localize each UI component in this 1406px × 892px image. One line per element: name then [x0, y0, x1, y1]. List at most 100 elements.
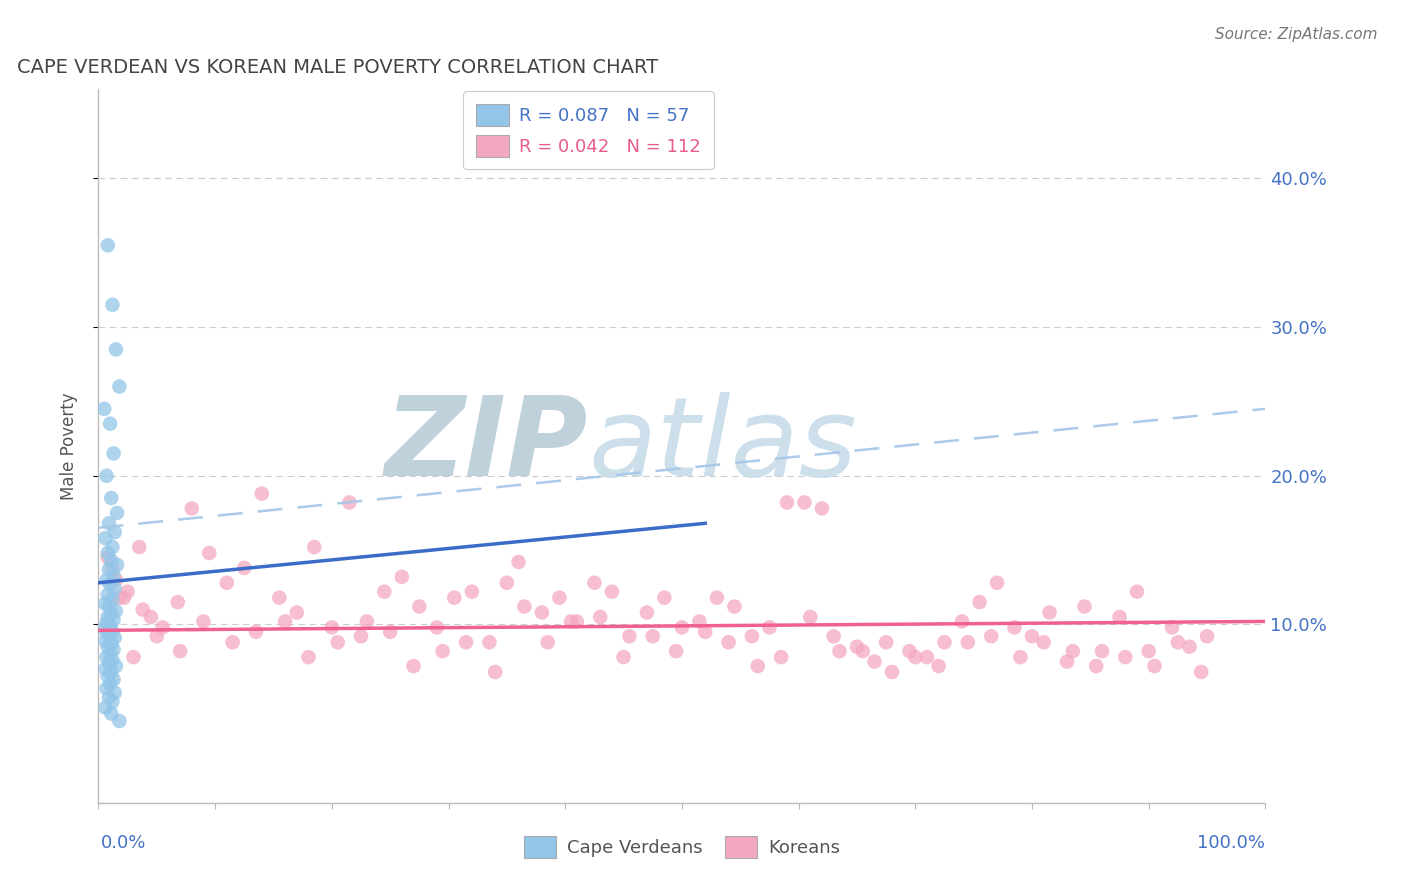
Point [98, 677, 121, 691]
Point [146, 629, 169, 643]
Point [513, 599, 536, 614]
Point [108, 379, 131, 393]
Point [1010, 650, 1032, 665]
Point [950, 615, 973, 629]
Point [101, 298, 124, 312]
Point [101, 695, 124, 709]
Point [980, 629, 1002, 643]
Text: atlas: atlas [589, 392, 858, 500]
Point [100, 553, 122, 567]
Point [128, 540, 150, 554]
Point [101, 561, 124, 575]
Point [1189, 665, 1212, 679]
Legend: Cape Verdeans, Koreans: Cape Verdeans, Koreans [517, 829, 846, 865]
Point [934, 635, 956, 649]
Point [274, 615, 297, 629]
Point [508, 555, 530, 569]
Point [654, 591, 676, 605]
Point [432, 644, 454, 658]
Point [94, 597, 117, 611]
Point [1161, 620, 1184, 634]
Point [94, 531, 117, 545]
Point [880, 665, 903, 679]
Point [495, 575, 517, 590]
Point [583, 575, 606, 590]
Point [904, 650, 927, 665]
Point [96, 650, 118, 665]
Point [103, 613, 125, 627]
Point [98, 577, 121, 591]
Point [1062, 644, 1084, 658]
Point [108, 591, 131, 605]
Point [97, 588, 120, 602]
Text: 100.0%: 100.0% [1198, 834, 1265, 852]
Point [1195, 629, 1218, 643]
Point [1038, 606, 1060, 620]
Point [828, 644, 851, 658]
Point [378, 624, 402, 639]
Point [104, 631, 127, 645]
Point [875, 635, 897, 649]
Text: Source: ZipAtlas.com: Source: ZipAtlas.com [1215, 27, 1378, 42]
Point [304, 540, 326, 554]
Point [426, 620, 449, 634]
Point [97, 690, 120, 705]
Point [103, 446, 125, 460]
Point [706, 591, 728, 605]
Point [166, 595, 188, 609]
Point [96, 468, 118, 483]
Point [1032, 635, 1054, 649]
Point [478, 635, 501, 649]
Point [233, 561, 256, 575]
Point [104, 582, 127, 596]
Point [665, 644, 688, 658]
Point [97, 640, 120, 654]
Point [104, 659, 127, 673]
Point [117, 584, 139, 599]
Point [97, 550, 120, 565]
Point [97, 599, 120, 614]
Point [717, 635, 740, 649]
Point [823, 629, 845, 643]
Point [758, 620, 780, 634]
Point [1091, 644, 1114, 658]
Text: CAPE VERDEAN VS KOREAN MALE POVERTY CORRELATION CHART: CAPE VERDEAN VS KOREAN MALE POVERTY CORR… [17, 57, 658, 77]
Point [96, 573, 118, 587]
Point [1143, 659, 1166, 673]
Point [198, 546, 221, 560]
Point [811, 501, 834, 516]
Point [402, 659, 425, 673]
Point [1004, 620, 1026, 634]
Point [97, 516, 120, 531]
Point [1073, 599, 1095, 614]
Point [193, 615, 215, 629]
Point [770, 650, 793, 665]
Point [688, 615, 710, 629]
Point [986, 575, 1008, 590]
Point [619, 629, 641, 643]
Point [799, 610, 821, 624]
Point [245, 624, 267, 639]
Point [215, 575, 238, 590]
Point [560, 615, 582, 629]
Point [636, 606, 658, 620]
Point [600, 584, 623, 599]
Point [454, 635, 477, 649]
Point [969, 595, 991, 609]
Point [1178, 640, 1201, 654]
Point [105, 506, 128, 520]
Point [898, 644, 921, 658]
Text: ZIP: ZIP [385, 392, 589, 500]
Point [100, 607, 122, 621]
Point [956, 635, 979, 649]
Point [443, 591, 465, 605]
Point [846, 640, 869, 654]
Point [100, 706, 122, 721]
Point [613, 650, 636, 665]
Point [548, 591, 571, 605]
Point [285, 606, 308, 620]
Point [297, 650, 319, 665]
Point [100, 637, 122, 651]
Point [484, 665, 506, 679]
Point [1021, 629, 1043, 643]
